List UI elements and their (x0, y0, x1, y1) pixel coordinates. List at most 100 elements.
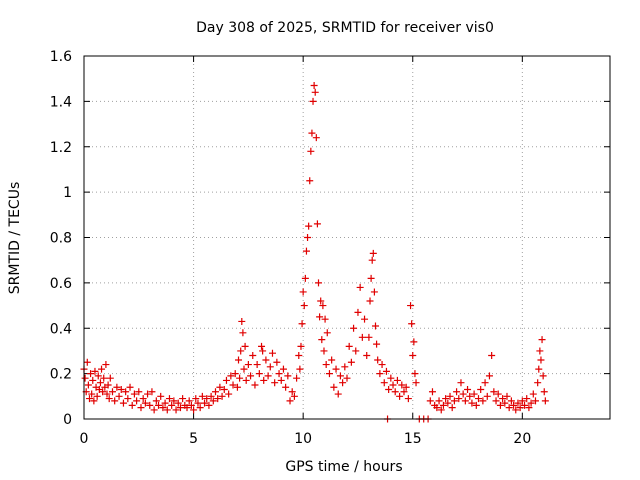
data-point (435, 397, 443, 405)
data-point (161, 399, 169, 407)
data-point (301, 274, 309, 282)
data-point (516, 404, 524, 412)
data-point (328, 356, 336, 364)
data-point (83, 358, 91, 366)
data-point (446, 392, 454, 400)
data-point (475, 395, 482, 403)
data-point (85, 395, 93, 403)
data-point (251, 381, 259, 389)
data-point (214, 395, 222, 403)
grid-lines (84, 56, 610, 419)
data-point (373, 340, 381, 348)
data-point (179, 395, 187, 403)
data-point (235, 356, 243, 364)
data-point (194, 399, 202, 407)
data-point (529, 390, 537, 398)
data-point (374, 356, 382, 364)
data-point (218, 392, 226, 400)
data-point (378, 361, 386, 369)
data-point (99, 388, 107, 396)
data-point (264, 372, 272, 380)
chart-title: Day 308 of 2025, SRMTID for receiver vis… (196, 20, 494, 36)
data-point (271, 379, 279, 387)
data-point (453, 388, 461, 396)
data-point (282, 383, 290, 391)
data-point (216, 383, 224, 391)
data-point (330, 383, 338, 391)
data-point (393, 376, 401, 384)
data-point (284, 372, 292, 380)
data-point (124, 395, 132, 403)
data-point (87, 370, 95, 378)
data-point (376, 370, 384, 378)
data-point (299, 288, 307, 296)
data-point (407, 302, 415, 310)
y-tick-label: 0.4 (50, 321, 72, 337)
data-point (233, 383, 241, 391)
data-point (318, 336, 326, 344)
data-point (295, 351, 303, 359)
data-point (128, 401, 136, 409)
data-point (141, 399, 149, 407)
data-point (448, 404, 456, 412)
data-point (525, 404, 533, 412)
data-point (433, 404, 441, 412)
data-point (472, 401, 480, 409)
x-tick-label: 5 (189, 431, 198, 447)
data-point (192, 395, 200, 403)
data-point (135, 388, 143, 396)
data-point (371, 322, 379, 330)
data-point (505, 404, 513, 412)
data-point (323, 329, 331, 337)
data-point (354, 308, 362, 316)
data-point (302, 247, 310, 255)
data-point (157, 392, 165, 400)
data-point (537, 356, 545, 364)
data-point (334, 390, 342, 398)
data-point (117, 386, 125, 394)
data-point (540, 388, 548, 396)
data-point (368, 256, 376, 264)
data-point (241, 342, 249, 350)
data-point (146, 401, 154, 409)
data-point (363, 351, 371, 359)
data-point (225, 390, 233, 398)
data-point (176, 404, 184, 412)
data-point (290, 392, 298, 400)
data-point (341, 363, 349, 371)
data-point (98, 365, 106, 373)
data-point (231, 370, 239, 378)
data-point (94, 372, 102, 380)
data-point (316, 313, 324, 321)
data-point (332, 365, 340, 373)
data-point (481, 379, 489, 387)
data-point (521, 401, 529, 409)
data-point (155, 401, 163, 409)
data-point (196, 404, 204, 412)
data-point (468, 399, 476, 407)
data-point (459, 390, 467, 398)
data-point (174, 399, 182, 407)
data-point (380, 379, 388, 387)
data-point (130, 390, 138, 398)
data-point (126, 383, 134, 391)
data-point (352, 347, 360, 355)
data-point (538, 336, 546, 344)
data-point (396, 392, 404, 400)
data-point (312, 134, 320, 142)
data-point (122, 388, 130, 396)
data-point (203, 395, 211, 403)
data-point (190, 406, 198, 414)
data-point (260, 376, 268, 384)
data-point (398, 381, 406, 389)
y-tick-label: 1 (63, 185, 72, 201)
data-point (90, 397, 98, 405)
y-tick-label: 1.4 (50, 94, 72, 110)
data-point (366, 297, 374, 305)
data-point (106, 374, 114, 382)
data-point (298, 320, 306, 328)
data-point (236, 374, 244, 382)
data-point (450, 397, 458, 405)
data-point (461, 397, 469, 405)
